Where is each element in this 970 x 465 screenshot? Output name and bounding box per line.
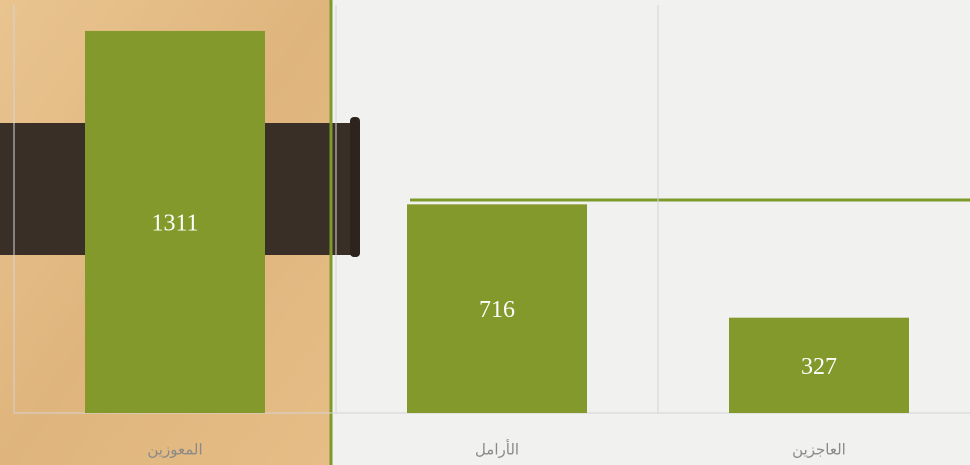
x-tick-label: الأرامل xyxy=(475,439,519,459)
value-label: 716 xyxy=(479,297,515,323)
page: 1311المعوزين716الأرامل327العاجزين (() =>… xyxy=(0,0,970,465)
value-label: 327 xyxy=(801,354,837,380)
x-tick-label: المعوزين xyxy=(147,441,202,459)
chart: 1311 المعوزين 716 الأرامل 327 العاجزين xyxy=(0,0,970,465)
strap-end xyxy=(350,117,360,257)
x-tick-label: العاجزين xyxy=(792,441,846,459)
value-label: 1311 xyxy=(151,210,198,236)
